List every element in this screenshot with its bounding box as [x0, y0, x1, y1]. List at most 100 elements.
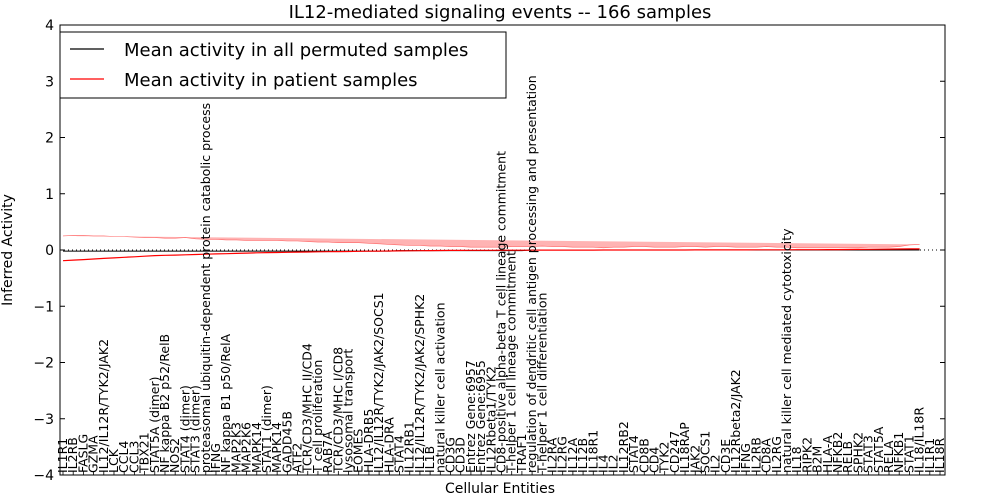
category-label: HLA-DRB5	[361, 409, 376, 473]
y-tick-label: −4	[33, 468, 54, 484]
category-label: MAPK14	[269, 422, 284, 473]
y-tick-label: 0	[45, 243, 54, 259]
category-label: TRAF1	[514, 433, 529, 474]
category-label: T-helper 1 cell lineage commitment	[504, 251, 519, 474]
category-label: IL12RB1	[402, 421, 417, 473]
category-label: STAT4 (dimer)	[177, 385, 192, 473]
category-label: lysosomal transport	[341, 349, 356, 473]
category-label: RAB7A	[320, 431, 335, 473]
y-tick-label: 4	[45, 18, 54, 34]
category-label: CCL3	[126, 441, 141, 473]
confidence-band	[62, 235, 920, 249]
y-axis-label: Inferred Activity	[0, 194, 16, 306]
y-axis-ticks: −4 −3 −2 −1 0 1 2 3 4	[33, 18, 945, 484]
category-label: T-helper 1 cell differentiation	[534, 293, 549, 474]
category-label: CD4	[647, 447, 662, 473]
category-label: IL1R1	[55, 438, 70, 473]
category-label: CD3E	[718, 439, 733, 473]
category-label: IL2RB	[748, 437, 763, 473]
category-label: IL12RB2	[616, 421, 631, 473]
category-label: proteasomal ubiquitin-dependent protein …	[198, 103, 213, 473]
category-label: IL18/IL18R	[912, 407, 927, 473]
category-label: CD247	[667, 431, 682, 473]
category-label: CD8-positive alpha-beta T cell lineage c…	[494, 151, 509, 473]
category-label: natural killer cell mediated cytotoxicit…	[779, 228, 794, 473]
category-label: IL12/IL12R/TYK2/JAK2/SOCS1	[371, 292, 386, 473]
category-label: STAT1	[901, 435, 916, 473]
category-label: TBX21	[137, 432, 152, 474]
category-label: MAP2K3	[228, 422, 243, 473]
category-label: STAT4	[392, 435, 407, 473]
category-label: IL18RAP	[677, 422, 692, 473]
category-label: IL12Rbeta2/JAK2	[728, 369, 743, 473]
legend: Mean activity in all permuted samples Me…	[59, 31, 507, 99]
y-tick-label: −3	[33, 412, 54, 428]
category-label: STAT3 (dimer)	[188, 385, 203, 473]
category-label: IFNG	[738, 443, 753, 473]
category-label: CD3G	[443, 437, 458, 473]
category-label: STAT1 (dimer)	[259, 385, 274, 473]
category-label: Entrez Gene:6955	[473, 360, 488, 473]
chart-title: IL12-mediated signaling events -- 166 sa…	[289, 2, 712, 23]
category-label: IL2	[606, 454, 621, 473]
category-label: CCL4	[116, 441, 131, 473]
category-label: IL2RA	[545, 437, 560, 473]
category-label: IL18R1	[585, 430, 600, 473]
category-label: STAT4	[626, 435, 641, 473]
category-label: NFKB1	[891, 432, 906, 473]
category-label: RELA	[881, 440, 896, 473]
legend-label-permuted: Mean activity in all permuted samples	[124, 40, 468, 61]
category-label: NFKB2	[830, 432, 845, 473]
category-label-layer: IL1R1IL2RBFASLGGZMAIL12/IL12R/TYK2/JAK2L…	[55, 75, 947, 475]
category-label: HLA-A	[820, 435, 835, 473]
category-label: CD3D	[453, 437, 468, 473]
category-label: IL12B	[575, 438, 590, 473]
y-tick-label: −2	[33, 356, 54, 372]
category-label: IL1R1	[922, 438, 937, 473]
category-label: MAP2K6	[239, 422, 254, 473]
category-label: natural killer cell activation	[432, 302, 447, 473]
category-label: IL12A	[565, 437, 580, 473]
category-label: GADD45B	[279, 411, 294, 473]
category-label: GZMA	[86, 435, 101, 473]
y-tick-label: 2	[45, 131, 54, 147]
category-label: IL18R	[932, 437, 947, 473]
category-label: T cell proliferation	[310, 360, 325, 474]
series-line-patient	[62, 248, 920, 262]
category-label: IL2	[708, 454, 723, 473]
category-label: IL4	[596, 454, 611, 473]
category-label: SPHK2	[850, 432, 865, 473]
category-label: CD8B	[636, 438, 651, 473]
y-tick-label: 1	[45, 187, 54, 203]
legend-label-patient: Mean activity in patient samples	[124, 70, 418, 91]
category-label: IFNG	[208, 443, 223, 473]
category-label: MAPK14	[249, 422, 264, 473]
category-label: SOCS1	[698, 431, 713, 473]
category-label: STAT5A	[871, 426, 886, 473]
x-axis-label: Cellular Entities	[445, 481, 555, 497]
category-label: RIPK2	[799, 437, 814, 473]
legend-box	[59, 31, 507, 99]
category-label: CD8A	[759, 438, 774, 473]
category-label: JAK2	[687, 445, 702, 474]
category-label: B2M	[810, 446, 825, 473]
category-label: TYK2	[657, 442, 672, 474]
category-label: FASLG	[75, 434, 90, 473]
category-label: TCR/CD3/MHC II/CD4	[300, 343, 315, 474]
category-label: regulation of dendritic cell antigen pro…	[524, 75, 539, 473]
category-label: TCR/CD3/MHC I/CD8	[330, 347, 345, 474]
category-label: IL2RB	[65, 437, 80, 473]
category-label: IL1B	[422, 446, 437, 473]
category-label: Entrez Gene:6957	[463, 360, 478, 473]
category-label: EOMES	[351, 429, 366, 473]
series-line-layer	[62, 248, 920, 262]
category-label: IL12Rbeta1/TYK2	[483, 366, 498, 473]
category-label: IL2RG	[769, 436, 784, 473]
category-label: LCK	[106, 448, 121, 473]
category-label: RELB	[840, 441, 855, 473]
y-tick-label: −1	[33, 299, 54, 315]
category-label: STAT3	[861, 435, 876, 473]
category-label: NF kappa B1 p50/RelA	[218, 333, 233, 473]
category-label: ATF2	[290, 443, 305, 473]
